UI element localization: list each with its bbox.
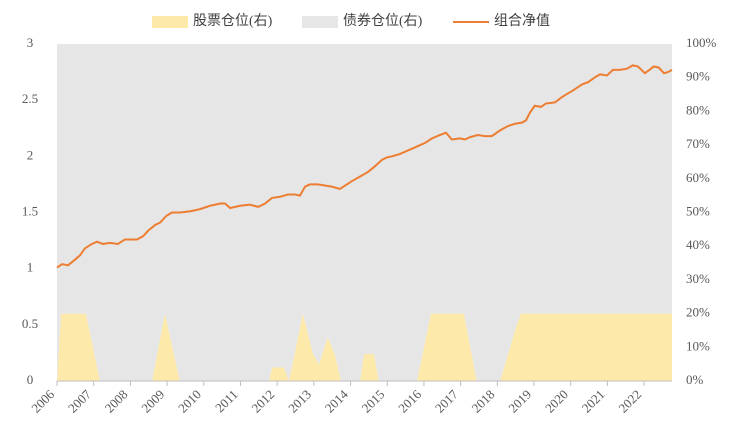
x-tick-label: 2022 xyxy=(615,387,644,416)
x-tick-label: 2007 xyxy=(65,386,94,415)
y2-tick-label: 0% xyxy=(686,372,704,387)
legend-swatch xyxy=(152,16,188,28)
x-tick-label: 2018 xyxy=(469,387,498,416)
y2-tick-label: 80% xyxy=(686,102,710,117)
y2-tick-label: 60% xyxy=(686,170,710,185)
plot-area: 2006 2007 2008 2009 2010 2011 2012 2013 2014 2015… xyxy=(22,35,717,416)
y-tick-label: 2 xyxy=(27,147,34,162)
line xyxy=(56,64,673,269)
y2-tick-label: 70% xyxy=(686,136,710,151)
y2-tick-label: 90% xyxy=(686,69,710,84)
x-tick-label: 2008 xyxy=(102,387,131,416)
y-tick-label: 2.5 xyxy=(22,91,38,106)
legend-label: 债券仓位(右) xyxy=(343,13,423,29)
x-tick-label: 2014 xyxy=(322,386,351,415)
x-tick-label: 2020 xyxy=(542,387,571,416)
area xyxy=(57,313,672,381)
legend-label: 股票仓位(右) xyxy=(193,13,273,29)
y2-tick-label: 30% xyxy=(686,271,710,286)
x-tick-label: 2017 xyxy=(432,386,461,415)
x-tick-label: 2009 xyxy=(138,387,167,416)
y2-tick-label: 40% xyxy=(686,237,710,252)
x-tick-label: 2019 xyxy=(505,387,534,416)
x-tick-label: 2012 xyxy=(248,387,277,416)
y2-tick-label: 20% xyxy=(686,305,710,320)
y-tick-label: 3 xyxy=(27,35,34,50)
area xyxy=(57,44,672,381)
y2-tick-label: 10% xyxy=(686,338,710,353)
x-tick-label: 2011 xyxy=(212,387,241,416)
legend-swatch xyxy=(302,16,338,28)
x-tick-label: 2006 xyxy=(28,386,57,415)
x-tick-label: 2016 xyxy=(395,386,424,415)
x-tick-label: 2013 xyxy=(285,387,314,416)
legend-label: 组合净值 xyxy=(494,13,550,29)
x-tick-label: 2010 xyxy=(175,387,204,416)
y-tick-label: 0.5 xyxy=(22,316,38,331)
y-tick-label: 0 xyxy=(27,372,34,387)
legend: 股票仓位(右) 债券仓位(右) 组合净值 xyxy=(152,13,550,29)
y2-tick-label: 100% xyxy=(686,35,717,50)
y2-tick-label: 50% xyxy=(686,203,710,218)
x-tick-label: 2021 xyxy=(579,387,608,416)
y-tick-label: 1.5 xyxy=(22,203,38,218)
x-tick-label: 2015 xyxy=(358,387,387,416)
y-tick-label: 1 xyxy=(27,260,34,275)
